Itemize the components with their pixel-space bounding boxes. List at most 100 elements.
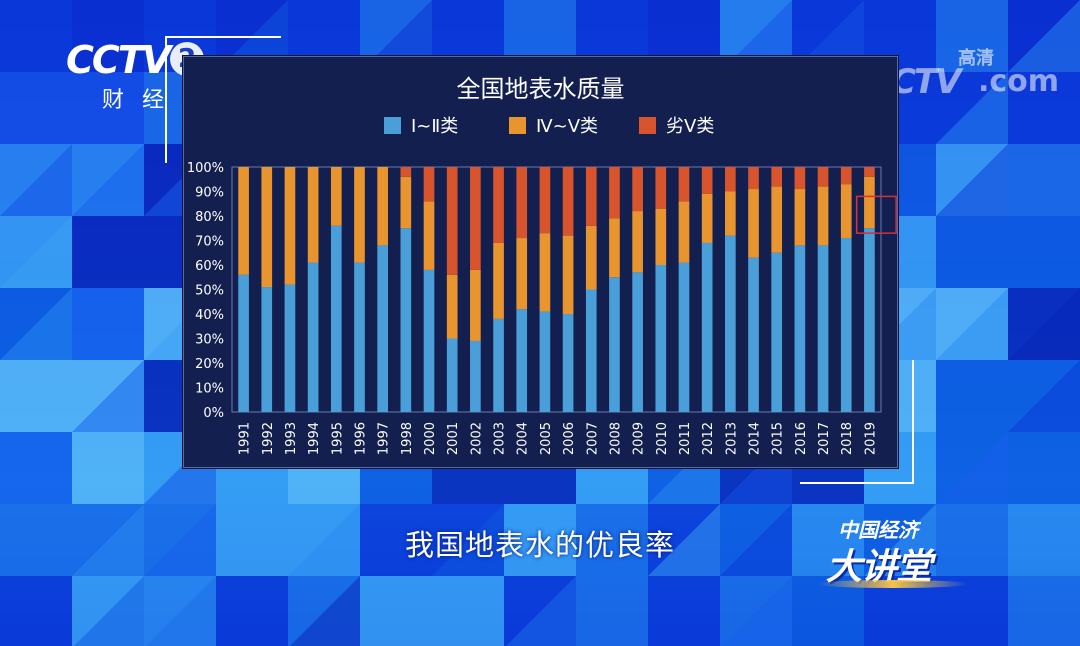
- mosaic-triangle: [146, 576, 216, 646]
- bar-segment-class-4-5: [585, 225, 597, 290]
- mosaic-triangle: [792, 0, 864, 72]
- hd-mark: 高清: [958, 48, 994, 69]
- mosaic-tile: [576, 576, 648, 646]
- bar-segment-class-1-2: [470, 340, 481, 412]
- x-tick-label: 2015: [771, 422, 786, 455]
- mosaic-tile: [936, 576, 1008, 646]
- y-tick-label: 90%: [195, 186, 224, 201]
- x-tick-label: 2006: [562, 422, 577, 455]
- bar-segment-class-1-2: [400, 228, 412, 412]
- mosaic-tile: [360, 576, 432, 646]
- bar-segment-class-worse-5: [562, 167, 574, 236]
- show-logo-line1: 中国经济: [838, 518, 918, 542]
- x-tick-label: 2003: [493, 422, 508, 455]
- bar-segment-class-1-2: [840, 238, 852, 412]
- bar-segment-class-1-2: [377, 245, 388, 412]
- mosaic-tile: [360, 504, 432, 576]
- mosaic-tile: [504, 504, 576, 576]
- mosaic-tile: [0, 432, 72, 504]
- channel-sub: 财经: [102, 88, 183, 113]
- mosaic-tile: [72, 288, 144, 360]
- mosaic-triangle: [720, 0, 792, 72]
- x-tick-label: 2010: [655, 422, 670, 455]
- legend-label-class-4-5: Ⅳ~Ⅴ类: [536, 116, 599, 137]
- bar-segment-class-worse-5: [423, 167, 435, 202]
- bar-segment-class-worse-5: [701, 167, 713, 194]
- bar-segment-class-4-5: [678, 201, 690, 263]
- y-tick-label: 0%: [203, 406, 224, 421]
- bar-segment-class-worse-5: [655, 167, 667, 209]
- mosaic-triangle: [0, 216, 72, 288]
- x-tick-label: 2013: [724, 422, 739, 455]
- mosaic-triangle: [936, 288, 1008, 360]
- bar-segment-class-1-2: [771, 252, 783, 412]
- mosaic-triangle: [936, 432, 1008, 504]
- bar-segment-class-1-2: [516, 309, 528, 412]
- mosaic-tile: [936, 504, 1008, 576]
- bar-segment-class-worse-5: [400, 167, 412, 177]
- mosaic-tile: [0, 0, 72, 72]
- x-tick-label: 2017: [817, 422, 832, 455]
- x-tick-label: 1991: [238, 422, 253, 455]
- bar-segment-class-4-5: [748, 189, 759, 258]
- x-tick-label: 2012: [701, 422, 716, 455]
- bar-segment-class-1-2: [284, 284, 296, 412]
- mosaic-triangle: [648, 504, 720, 576]
- bar-segment-class-1-2: [794, 245, 806, 412]
- bar-segment-class-worse-5: [678, 167, 690, 202]
- bar-segment-class-worse-5: [771, 167, 783, 187]
- mosaic-tile: [0, 360, 72, 432]
- bar-segment-class-4-5: [284, 167, 296, 285]
- mosaic-triangle: [72, 504, 144, 576]
- mosaic-triangle: [1008, 0, 1080, 72]
- bar-segment-class-1-2: [261, 287, 273, 412]
- y-tick-label: 20%: [195, 357, 224, 372]
- y-tick-label: 40%: [195, 308, 224, 323]
- mosaic-triangle: [936, 144, 1008, 216]
- bar-segment-class-worse-5: [864, 167, 875, 177]
- mosaic-triangle: [506, 576, 576, 646]
- legend-item-class-4-5: Ⅳ~Ⅴ类: [509, 115, 598, 139]
- bar-segment-class-4-5: [725, 191, 736, 236]
- bar-segment-class-1-2: [238, 274, 249, 412]
- mosaic-tile: [0, 576, 72, 646]
- bar-segment-class-4-5: [817, 186, 829, 246]
- mosaic-tile: [72, 216, 144, 288]
- legend-label-class-1-2: Ⅰ~Ⅱ类: [411, 116, 459, 137]
- bar-segment-class-1-2: [678, 262, 690, 412]
- mosaic-tile: [648, 576, 720, 646]
- mosaic-tile: [576, 504, 648, 576]
- bar-segment-class-1-2: [864, 228, 875, 412]
- mosaic-tile: [216, 576, 288, 646]
- mosaic-tile: [1008, 72, 1080, 144]
- chart-title: 全国地表水质量: [456, 75, 625, 103]
- x-tick-label: 2018: [840, 422, 855, 455]
- bar-segment-class-worse-5: [725, 167, 736, 192]
- bar-segment-class-worse-5: [632, 167, 643, 212]
- x-tick-label: 1993: [284, 422, 299, 455]
- mosaic-tile: [72, 72, 144, 144]
- mosaic-tile: [936, 0, 1008, 72]
- bar-segment-class-worse-5: [817, 167, 829, 187]
- hd-com: .com: [978, 64, 1060, 99]
- bar-segment-class-4-5: [632, 211, 643, 273]
- x-tick-label: 1998: [400, 422, 415, 455]
- bar-segment-class-4-5: [400, 176, 412, 229]
- bar-segment-class-1-2: [493, 318, 504, 412]
- bar-segment-class-4-5: [354, 167, 365, 263]
- bar-segment-class-1-2: [817, 245, 829, 412]
- bar-segment-class-1-2: [748, 257, 759, 412]
- x-tick-label: 2002: [469, 422, 484, 455]
- legend-item-class-1-2: Ⅰ~Ⅱ类: [384, 115, 458, 139]
- bar-segment-class-4-5: [701, 193, 713, 243]
- mosaic-triangle: [288, 504, 360, 576]
- frame-line-left: [165, 36, 167, 163]
- mosaic-triangle: [144, 504, 216, 576]
- plot-area-border: [231, 166, 882, 413]
- y-tick-label: 60%: [195, 259, 224, 274]
- mosaic-triangle: [720, 504, 792, 576]
- x-tick-label: 2016: [794, 422, 809, 455]
- x-tick-label: 2000: [423, 422, 438, 455]
- cctv-brand: CCTV: [66, 38, 171, 82]
- mosaic-triangle: [74, 576, 144, 646]
